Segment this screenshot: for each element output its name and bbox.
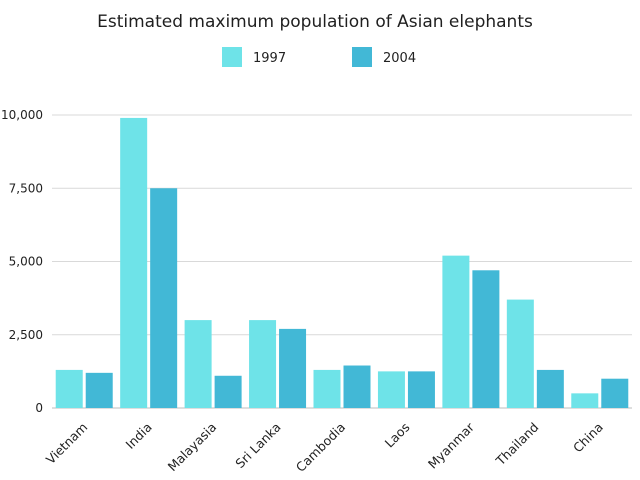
bar-vietnam-1997 — [55, 369, 83, 408]
legend-label-1997: 1997 — [253, 51, 286, 66]
bar-myanmar-1997 — [442, 255, 470, 408]
bar-sri-lanka-1997 — [249, 320, 277, 408]
bar-sri-lanka-2004 — [279, 328, 307, 408]
legend-swatch-1997 — [222, 47, 242, 67]
bar-cambodia-1997 — [313, 369, 341, 408]
x-tick-label: Myanmar — [425, 419, 478, 472]
bar-laos-2004 — [407, 371, 435, 408]
bar-china-2004 — [601, 378, 629, 408]
y-tick-label: 0 — [35, 401, 43, 415]
bar-malayasia-2004 — [214, 375, 242, 408]
bar-laos-1997 — [377, 371, 405, 408]
x-tick-label: Thailand — [492, 420, 541, 469]
x-tick-label: Sri Lanka — [232, 420, 283, 471]
bar-cambodia-2004 — [343, 365, 371, 408]
bar-myanmar-2004 — [472, 270, 500, 408]
bars — [55, 117, 629, 409]
legend-label-2004: 2004 — [383, 51, 416, 66]
x-tick-label: Cambodia — [293, 420, 348, 475]
y-tick-label: 2,500 — [9, 328, 43, 342]
bar-india-2004 — [150, 188, 178, 408]
x-tick-label: China — [570, 420, 606, 456]
bar-malayasia-1997 — [184, 320, 212, 408]
y-tick-label: 10,000 — [1, 108, 43, 122]
bar-india-1997 — [120, 117, 148, 409]
y-tick-label: 7,500 — [9, 181, 43, 195]
bar-vietnam-2004 — [85, 372, 113, 408]
chart-title: Estimated maximum population of Asian el… — [97, 12, 533, 32]
legend-swatch-2004 — [352, 47, 372, 67]
x-tick-label: Vietnam — [43, 420, 90, 467]
bar-thailand-2004 — [536, 369, 564, 408]
y-axis-ticks: 0 2,500 5,000 7,500 10,000 — [1, 108, 43, 415]
y-tick-label: 5,000 — [9, 255, 43, 269]
x-tick-label: India — [122, 420, 154, 452]
x-axis-labels: Vietnam India Malayasia Sri Lanka Cambodia La… — [43, 419, 606, 475]
bar-china-1997 — [571, 393, 599, 408]
legend: 1997 2004 — [222, 47, 416, 67]
x-tick-label: Laos — [382, 420, 413, 451]
x-tick-label: Malayasia — [165, 420, 220, 475]
bar-thailand-1997 — [506, 299, 534, 408]
gridlines — [52, 114, 632, 409]
